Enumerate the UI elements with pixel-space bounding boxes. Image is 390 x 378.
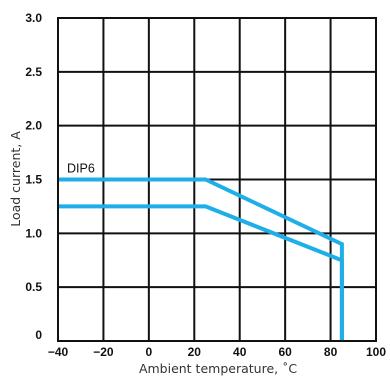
annotations: DIP6 <box>67 162 95 176</box>
x-axis-label: Ambient temperature, ˚C <box>139 361 297 376</box>
y-tick-labels: 0 0.5 1.0 1.5 2.0 2.5 3.0 <box>25 11 42 342</box>
y-tick-label: 0.5 <box>25 280 42 294</box>
x-tick-label: 80 <box>324 345 338 359</box>
y-tick-label: 2.0 <box>25 119 42 133</box>
x-tick-label: 0 <box>146 345 153 359</box>
x-tick-label: −40 <box>48 345 69 359</box>
x-tick-label: 100 <box>366 345 386 359</box>
x-tick-label: 20 <box>188 345 202 359</box>
series-line-2 <box>58 204 344 341</box>
y-axis-label: Load current, A <box>8 131 23 227</box>
chart-series <box>58 177 344 341</box>
x-tick-labels: −40 −20 0 20 40 60 80 100 <box>48 345 387 359</box>
x-tick-label: 40 <box>233 345 247 359</box>
y-tick-label: 3.0 <box>25 11 42 25</box>
y-tick-label: 1.5 <box>25 173 42 187</box>
x-tick-label: 60 <box>278 345 292 359</box>
series-label: DIP6 <box>67 162 95 176</box>
plot-frame <box>57 17 377 342</box>
chart-grid <box>58 18 376 341</box>
y-tick-label: 1.0 <box>25 226 42 240</box>
y-tick-label: 0 <box>35 328 42 342</box>
series-line-1 <box>58 177 344 341</box>
y-tick-label: 2.5 <box>25 65 42 79</box>
x-tick-label: −20 <box>93 345 114 359</box>
